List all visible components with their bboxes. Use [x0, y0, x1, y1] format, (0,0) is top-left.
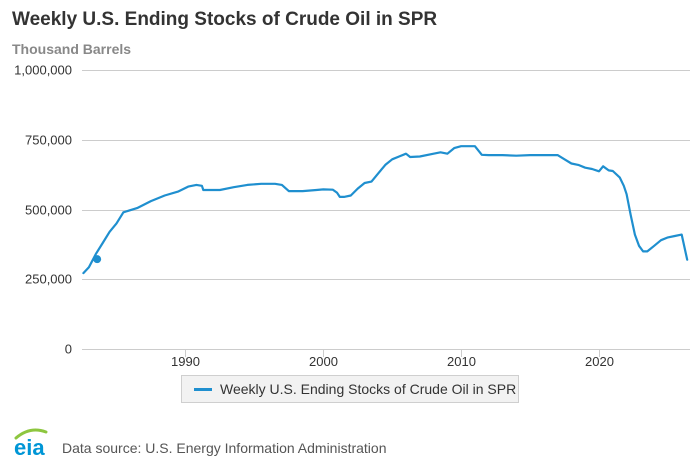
y-axis-ticks: 0 250,000 500,000 750,000 1,000,000	[14, 63, 72, 357]
highlight-marker[interactable]	[93, 255, 102, 264]
legend[interactable]: Weekly U.S. Ending Stocks of Crude Oil i…	[181, 375, 519, 403]
chart-title: Weekly U.S. Ending Stocks of Crude Oil i…	[12, 9, 438, 30]
y-tick-label: 1,000,000	[14, 63, 72, 78]
y-tick-label: 250,000	[25, 272, 72, 287]
x-axis-ticks: 1990 2000 2010 2020	[171, 349, 614, 369]
chart-subtitle: Thousand Barrels	[12, 41, 132, 57]
y-tick-label: 0	[65, 342, 72, 357]
y-tick-label: 750,000	[25, 133, 72, 148]
eia-logo-icon: eia	[14, 428, 48, 458]
x-tick-label: 2020	[585, 354, 614, 369]
y-tick-label: 500,000	[25, 203, 72, 218]
data-source-text: Data source: U.S. Energy Information Adm…	[62, 440, 387, 456]
series-line[interactable]	[82, 145, 689, 275]
x-tick-label: 2000	[309, 354, 338, 369]
gridlines	[82, 70, 690, 350]
series-layer	[82, 145, 689, 275]
legend-swatch	[194, 387, 212, 391]
legend-label: Weekly U.S. Ending Stocks of Crude Oil i…	[220, 381, 517, 397]
x-tick-label: 1990	[171, 354, 200, 369]
logo-text: eia	[14, 435, 45, 458]
x-tick-label: 2010	[447, 354, 476, 369]
